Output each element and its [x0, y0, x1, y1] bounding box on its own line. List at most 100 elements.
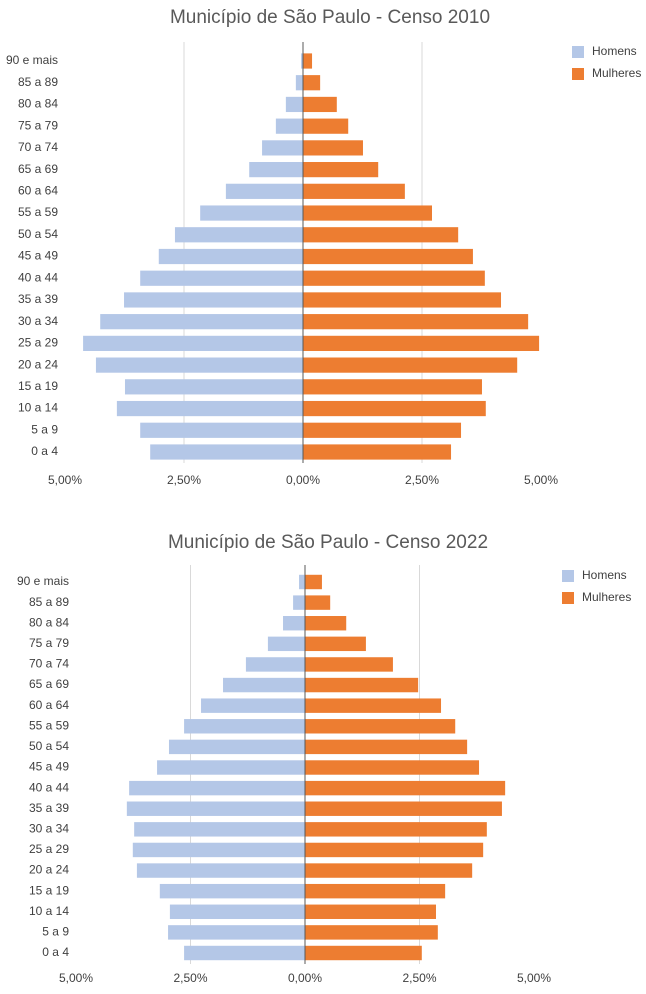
legend-swatch — [572, 46, 584, 58]
y-tick-label: 25 a 29 — [29, 842, 69, 856]
bar — [303, 357, 518, 373]
bar — [305, 904, 436, 919]
bar — [305, 801, 502, 816]
bar — [249, 162, 303, 178]
x-tick-label: 0,00% — [286, 473, 320, 487]
y-tick-label: 80 a 84 — [29, 615, 69, 629]
bar — [184, 945, 305, 961]
bar — [267, 636, 305, 652]
bar — [305, 595, 331, 610]
x-tick-label: 5,00% — [59, 971, 93, 985]
y-tick-label: 70 a 74 — [29, 657, 69, 671]
x-tick-label: 0,00% — [288, 971, 322, 985]
y-tick-label: 20 a 24 — [29, 863, 69, 877]
bar — [303, 183, 405, 199]
legend-label: Mulheres — [592, 66, 641, 80]
y-tick-label: 20 a 24 — [18, 357, 58, 371]
bar — [305, 657, 393, 672]
bar — [168, 925, 305, 940]
bar — [159, 883, 305, 899]
y-tick-label: 0 a 4 — [42, 945, 69, 959]
bar — [305, 822, 487, 837]
y-tick-label: 45 a 49 — [29, 760, 69, 774]
legend-label: Homens — [592, 44, 637, 58]
legend-swatch — [572, 68, 584, 80]
y-tick-label: 30 a 34 — [29, 822, 69, 836]
legend-swatch — [562, 570, 574, 582]
bar — [303, 292, 502, 308]
bar — [225, 183, 303, 199]
y-tick-label: 70 a 74 — [18, 140, 58, 154]
y-tick-label: 15 a 19 — [29, 883, 69, 897]
x-tick-label: 2,50% — [173, 971, 207, 985]
bar — [303, 335, 540, 351]
y-tick-label: 35 a 39 — [18, 292, 58, 306]
bar — [134, 822, 305, 837]
bar — [303, 444, 452, 460]
bar — [303, 270, 485, 286]
bar — [299, 574, 305, 590]
bar — [303, 53, 313, 69]
chart-title: Município de São Paulo - Censo 2022 — [168, 532, 488, 553]
bar — [303, 118, 349, 134]
bar — [275, 118, 303, 134]
bar — [140, 270, 303, 286]
bar — [184, 719, 305, 734]
bar — [262, 140, 303, 156]
bar — [303, 314, 529, 330]
bar — [303, 227, 459, 243]
y-tick-label: 50 a 54 — [18, 227, 58, 241]
y-tick-label: 90 e mais — [6, 53, 58, 67]
y-tick-label: 50 a 54 — [29, 739, 69, 753]
chart-title: Município de São Paulo - Censo 2010 — [170, 7, 490, 28]
bar — [83, 335, 303, 351]
bar — [285, 96, 303, 113]
y-tick-label: 65 a 69 — [18, 162, 58, 176]
bar — [305, 677, 419, 693]
bar — [305, 925, 438, 940]
bar — [301, 53, 303, 69]
x-tick-label: 2,50% — [167, 473, 201, 487]
bar — [168, 739, 305, 755]
x-tick-label: 5,00% — [517, 971, 551, 985]
bar — [303, 96, 337, 113]
bar — [303, 248, 473, 265]
bar — [303, 205, 432, 221]
bar — [124, 379, 303, 395]
legend-label: Homens — [582, 568, 627, 582]
bar — [157, 760, 305, 775]
x-tick-label: 5,00% — [48, 473, 82, 487]
bar — [305, 616, 347, 631]
y-tick-label: 55 a 59 — [18, 205, 58, 219]
legend-label: Mulheres — [582, 590, 631, 604]
bar — [100, 314, 303, 330]
pyramid-chart: Município de São Paulo - Censo 2010 5,00%… — [6, 7, 641, 487]
bar — [174, 227, 303, 243]
bar — [303, 75, 321, 91]
y-tick-label: 25 a 29 — [18, 336, 58, 350]
y-tick-label: 45 a 49 — [18, 249, 58, 263]
y-tick-label: 40 a 44 — [29, 780, 69, 794]
bar — [223, 677, 305, 693]
y-tick-label: 15 a 19 — [18, 379, 58, 393]
y-tick-label: 5 a 9 — [31, 422, 58, 436]
bar — [303, 140, 363, 156]
bar — [303, 400, 486, 417]
y-tick-label: 35 a 39 — [29, 801, 69, 815]
bar — [305, 780, 506, 796]
y-tick-label: 30 a 34 — [18, 314, 58, 328]
pyramid-chart: Município de São Paulo - Censo 2022 5,00%… — [17, 532, 631, 985]
bar — [305, 574, 322, 590]
bar — [95, 357, 303, 373]
bar — [305, 863, 473, 878]
bar — [140, 422, 303, 438]
bar — [136, 863, 305, 878]
bar — [303, 379, 482, 395]
bar — [305, 945, 422, 961]
bar — [158, 248, 303, 265]
bar — [305, 739, 468, 755]
y-tick-label: 10 a 14 — [29, 904, 69, 918]
bar — [305, 719, 456, 734]
legend-swatch — [562, 592, 574, 604]
x-tick-label: 2,50% — [405, 473, 439, 487]
